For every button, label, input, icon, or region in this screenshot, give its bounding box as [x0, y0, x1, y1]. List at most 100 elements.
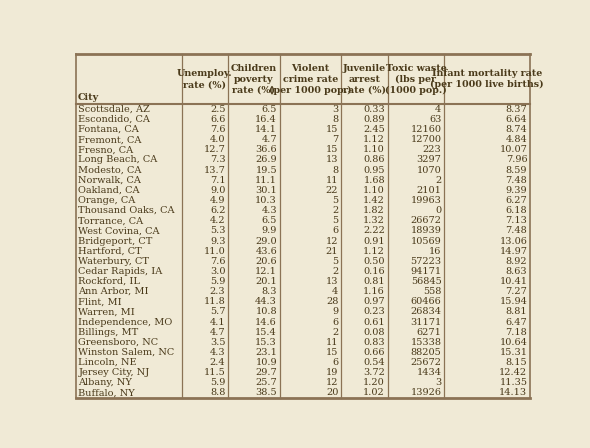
Text: Violent
crime rate
(per 1000 pop.): Violent crime rate (per 1000 pop.)	[269, 64, 352, 95]
Text: 10.07: 10.07	[500, 145, 527, 155]
Text: 11.5: 11.5	[204, 368, 225, 377]
Text: 26.9: 26.9	[255, 155, 277, 164]
Text: Rockford, IL: Rockford, IL	[78, 277, 140, 286]
Text: 9.3: 9.3	[210, 237, 225, 246]
Text: Children
poverty
rate (%): Children poverty rate (%)	[231, 64, 277, 95]
Text: 3297: 3297	[417, 155, 441, 164]
Text: 1.10: 1.10	[363, 145, 385, 155]
Text: 0: 0	[435, 206, 441, 215]
Text: 6: 6	[332, 318, 338, 327]
Text: 2.22: 2.22	[363, 226, 385, 235]
Text: Orange, CA: Orange, CA	[78, 196, 136, 205]
Text: Scottsdale, AZ: Scottsdale, AZ	[78, 105, 150, 114]
Text: 7.18: 7.18	[506, 327, 527, 337]
Text: 16: 16	[429, 247, 441, 256]
Text: 20: 20	[326, 388, 338, 397]
Text: Flint, MI: Flint, MI	[78, 297, 122, 306]
Text: 15: 15	[326, 125, 338, 134]
Text: 2: 2	[332, 327, 338, 337]
Text: 2.3: 2.3	[210, 287, 225, 296]
Text: 13.06: 13.06	[500, 237, 527, 246]
Text: Toxic waste
(lbs per
(1000 pop.): Toxic waste (lbs per (1000 pop.)	[385, 64, 447, 95]
Text: Unemploy.
rate (%): Unemploy. rate (%)	[177, 69, 232, 89]
Text: 6.5: 6.5	[261, 105, 277, 114]
Text: 12.1: 12.1	[255, 267, 277, 276]
Text: 2: 2	[435, 176, 441, 185]
Text: 1434: 1434	[417, 368, 441, 377]
Text: 5.7: 5.7	[210, 307, 225, 316]
Text: 4.1: 4.1	[210, 318, 225, 327]
Text: 1.02: 1.02	[363, 388, 385, 397]
Text: 0.83: 0.83	[363, 338, 385, 347]
Text: 1.82: 1.82	[363, 206, 385, 215]
Text: 7.6: 7.6	[210, 125, 225, 134]
Text: Albany, NY: Albany, NY	[78, 378, 132, 388]
Text: 11.1: 11.1	[255, 176, 277, 185]
Text: 1.12: 1.12	[363, 247, 385, 256]
Text: Buffalo, NY: Buffalo, NY	[78, 388, 135, 397]
Text: 10.41: 10.41	[499, 277, 527, 286]
Text: 21: 21	[326, 247, 338, 256]
Text: Norwalk, CA: Norwalk, CA	[78, 176, 141, 185]
Text: 5.9: 5.9	[210, 378, 225, 388]
Text: 558: 558	[423, 287, 441, 296]
Text: 36.6: 36.6	[255, 145, 277, 155]
Text: 0.54: 0.54	[363, 358, 385, 367]
Text: 94171: 94171	[410, 267, 441, 276]
Text: Independence, MO: Independence, MO	[78, 318, 172, 327]
Text: Thousand Oaks, CA: Thousand Oaks, CA	[78, 206, 175, 215]
Text: 19.5: 19.5	[255, 166, 277, 175]
Text: 3.72: 3.72	[363, 368, 385, 377]
Text: 9.9: 9.9	[261, 226, 277, 235]
Text: Warren, MI: Warren, MI	[78, 307, 135, 316]
Text: 13.7: 13.7	[204, 166, 225, 175]
Text: Waterbury, CT: Waterbury, CT	[78, 257, 149, 266]
Text: 6: 6	[332, 358, 338, 367]
Text: 12700: 12700	[411, 135, 441, 144]
Text: 12160: 12160	[411, 125, 441, 134]
Text: 14.13: 14.13	[499, 388, 527, 397]
Text: 0.97: 0.97	[363, 297, 385, 306]
Text: 1.32: 1.32	[363, 216, 385, 225]
Text: 8.37: 8.37	[506, 105, 527, 114]
Text: 0.95: 0.95	[363, 166, 385, 175]
Text: 2101: 2101	[417, 186, 441, 195]
Text: Winston Salem, NC: Winston Salem, NC	[78, 348, 175, 357]
Text: 4.7: 4.7	[210, 327, 225, 337]
Text: 22: 22	[326, 186, 338, 195]
Text: 11: 11	[326, 176, 338, 185]
Text: 0.86: 0.86	[363, 155, 385, 164]
Text: Jersey City, NJ: Jersey City, NJ	[78, 368, 150, 377]
Text: 14.97: 14.97	[499, 247, 527, 256]
Text: 28: 28	[326, 297, 338, 306]
Text: 16.4: 16.4	[255, 115, 277, 124]
Text: Cedar Rapids, IA: Cedar Rapids, IA	[78, 267, 163, 276]
Text: 7.48: 7.48	[506, 226, 527, 235]
Text: 3.0: 3.0	[210, 267, 225, 276]
Text: 2.5: 2.5	[210, 105, 225, 114]
Text: 1.12: 1.12	[363, 135, 385, 144]
Text: 4.84: 4.84	[506, 135, 527, 144]
Text: Lincoln, NE: Lincoln, NE	[78, 358, 137, 367]
Text: 7.48: 7.48	[506, 176, 527, 185]
Text: 2: 2	[332, 206, 338, 215]
Text: Juvenile
arrest
rate (%): Juvenile arrest rate (%)	[343, 64, 386, 95]
Text: 8.15: 8.15	[506, 358, 527, 367]
Text: 12: 12	[326, 237, 338, 246]
Text: 60466: 60466	[411, 297, 441, 306]
Text: Fresno, CA: Fresno, CA	[78, 145, 133, 155]
Text: 9: 9	[332, 307, 338, 316]
Text: 18939: 18939	[411, 226, 441, 235]
Text: 38.5: 38.5	[255, 388, 277, 397]
Text: City: City	[78, 92, 99, 102]
Text: 6.2: 6.2	[210, 206, 225, 215]
Text: 26834: 26834	[411, 307, 441, 316]
Text: 6271: 6271	[417, 327, 441, 337]
Text: 11: 11	[326, 338, 338, 347]
Text: 1.10: 1.10	[363, 186, 385, 195]
Text: 12: 12	[326, 378, 338, 388]
Text: 8.74: 8.74	[506, 125, 527, 134]
Text: 14.6: 14.6	[255, 318, 277, 327]
Text: 1.16: 1.16	[363, 287, 385, 296]
Text: 6.5: 6.5	[261, 216, 277, 225]
